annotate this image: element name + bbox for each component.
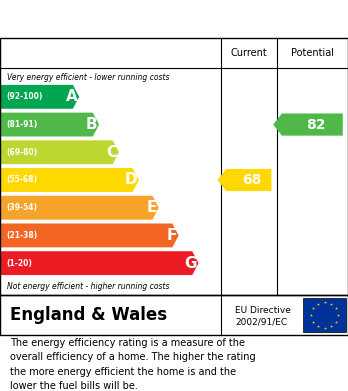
Text: 82: 82: [306, 118, 326, 131]
Text: E: E: [147, 200, 157, 215]
Text: (39-54): (39-54): [6, 203, 37, 212]
Text: Potential: Potential: [291, 48, 334, 58]
Text: 68: 68: [243, 173, 262, 187]
Text: England & Wales: England & Wales: [10, 306, 168, 324]
Polygon shape: [0, 251, 198, 275]
Text: B: B: [86, 117, 98, 132]
Text: Current: Current: [230, 48, 267, 58]
Text: Energy Efficiency Rating: Energy Efficiency Rating: [10, 11, 220, 27]
Text: 2002/91/EC: 2002/91/EC: [235, 318, 287, 327]
Text: (81-91): (81-91): [6, 120, 38, 129]
Text: G: G: [185, 256, 197, 271]
Polygon shape: [0, 140, 119, 164]
Text: A: A: [66, 89, 78, 104]
Text: F: F: [167, 228, 177, 243]
Text: Very energy efficient - lower running costs: Very energy efficient - lower running co…: [7, 74, 169, 83]
Text: (21-38): (21-38): [6, 231, 38, 240]
Text: C: C: [106, 145, 118, 160]
Text: (1-20): (1-20): [6, 259, 32, 268]
Text: The energy efficiency rating is a measure of the
overall efficiency of a home. T: The energy efficiency rating is a measur…: [10, 338, 256, 391]
Polygon shape: [0, 196, 159, 220]
Polygon shape: [218, 169, 271, 191]
Text: (69-80): (69-80): [6, 148, 38, 157]
Polygon shape: [273, 113, 343, 136]
Text: D: D: [125, 172, 137, 188]
Polygon shape: [0, 224, 179, 248]
Text: Not energy efficient - higher running costs: Not energy efficient - higher running co…: [7, 282, 169, 291]
Text: (92-100): (92-100): [6, 92, 43, 101]
Polygon shape: [0, 85, 79, 109]
Text: (55-68): (55-68): [6, 176, 37, 185]
Polygon shape: [0, 168, 139, 192]
Bar: [303, 298, 346, 332]
Polygon shape: [0, 113, 99, 136]
Text: EU Directive: EU Directive: [235, 306, 291, 315]
